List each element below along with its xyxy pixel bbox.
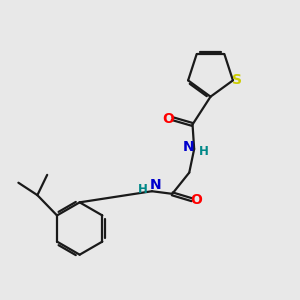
Text: N: N <box>182 140 194 154</box>
Text: H: H <box>198 145 208 158</box>
Text: O: O <box>190 193 202 207</box>
Text: S: S <box>232 74 242 87</box>
Text: N: N <box>149 178 161 192</box>
Text: H: H <box>138 183 148 196</box>
Text: O: O <box>162 112 174 126</box>
